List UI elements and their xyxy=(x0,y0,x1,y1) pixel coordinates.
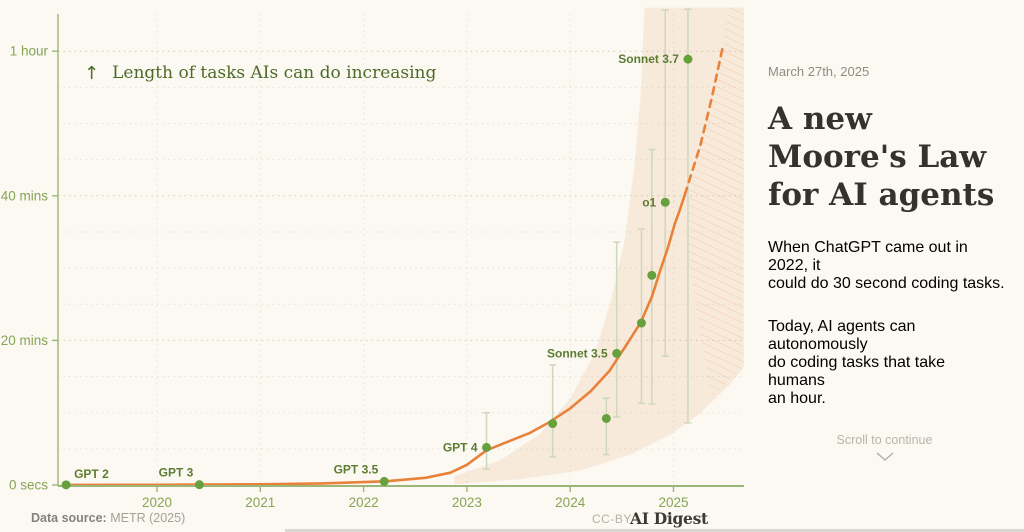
title-line: A new xyxy=(768,101,872,137)
task-length-chart: 0 secs 20 mins 40 mins 1 hour 2020 2021 2022 20… xyxy=(1,7,744,528)
data-point-dot[interactable] xyxy=(548,419,558,429)
y-axis-label: 40 mins xyxy=(1,188,49,203)
data-source-note: Data source: METR (2025) xyxy=(31,511,185,525)
data-point-dot[interactable] xyxy=(660,197,670,207)
data-points: GPT 2 GPT 3 GPT 3.5 GPT 4 Sonnet 3.5 o1 Sonnet… xyxy=(61,52,693,490)
model-label: GPT 2 xyxy=(74,467,109,481)
axis-labels: 0 secs 20 mins 40 mins 1 hour 2020 2021 2022 20… xyxy=(1,44,689,510)
title-line: for AI agents xyxy=(768,176,995,213)
model-label: GPT 4 xyxy=(443,440,478,454)
x-axis-label: 2021 xyxy=(245,495,275,510)
paragraph-line: do coding tasks that take humans xyxy=(768,354,945,390)
model-label: Sonnet 3.7 xyxy=(618,52,679,66)
model-label: o1 xyxy=(642,195,656,209)
chart-annotation-text: Length of tasks AIs can do increasing xyxy=(112,63,437,83)
data-point-dot[interactable] xyxy=(647,270,657,280)
data-point-dot[interactable] xyxy=(194,480,204,490)
y-axis-label: 1 hour xyxy=(10,44,49,59)
title-line: Moore's Law xyxy=(768,138,987,175)
y-axis-label: 0 secs xyxy=(9,478,48,493)
model-label: GPT 3.5 xyxy=(334,462,379,476)
confidence-band xyxy=(454,7,744,485)
x-axis-label: 2020 xyxy=(142,495,172,510)
data-point-dot[interactable] xyxy=(601,413,611,423)
x-axis-label: 2024 xyxy=(555,495,586,510)
data-source-value: METR (2025) xyxy=(106,511,186,525)
trend-curve-projection xyxy=(683,44,725,196)
article-title: A new Moore's Law for AI agents xyxy=(768,101,1006,214)
axes xyxy=(52,14,744,492)
article-sidebar: March 27th, 2025 A new Moore's Law for A… xyxy=(745,0,1024,532)
data-point-dot[interactable] xyxy=(612,348,622,358)
x-axis-label: 2025 xyxy=(658,495,688,510)
y-axis-label: 20 mins xyxy=(1,333,49,348)
paragraph-line: could do 30 second coding tasks. xyxy=(768,275,1005,293)
article-date: March 27th, 2025 xyxy=(768,64,870,79)
scroll-hint[interactable]: Scroll to continue xyxy=(745,433,1024,464)
data-point-dot[interactable] xyxy=(379,476,389,486)
data-point-dot[interactable] xyxy=(482,442,492,452)
model-label: GPT 3 xyxy=(159,466,194,480)
up-arrow-icon: ↑ xyxy=(84,63,100,84)
x-axis-label: 2022 xyxy=(349,495,379,510)
paragraph-line: When ChatGPT came out in 2022, it xyxy=(768,239,968,275)
chart-annotation: ↑ Length of tasks AIs can do increasing xyxy=(84,62,437,84)
model-label: Sonnet 3.5 xyxy=(547,346,608,360)
scroll-hint-label: Scroll to continue xyxy=(836,433,933,447)
chevron-down-icon xyxy=(876,452,893,461)
chart-canvas: 0 secs 20 mins 40 mins 1 hour 2020 2021 2022 20… xyxy=(1,7,744,510)
data-point-dot[interactable] xyxy=(683,54,693,64)
data-point-dot[interactable] xyxy=(61,480,71,490)
bottom-divider xyxy=(285,529,1024,532)
projection-hatch-region xyxy=(685,7,744,399)
data-point-dot[interactable] xyxy=(636,318,646,328)
paragraph-line: Today, AI agents can autonomously xyxy=(768,318,916,354)
paragraph-line: an hour. xyxy=(768,390,826,408)
x-axis-label: 2023 xyxy=(452,495,482,510)
trend-curve xyxy=(64,193,687,487)
data-source-label: Data source: xyxy=(31,511,107,525)
